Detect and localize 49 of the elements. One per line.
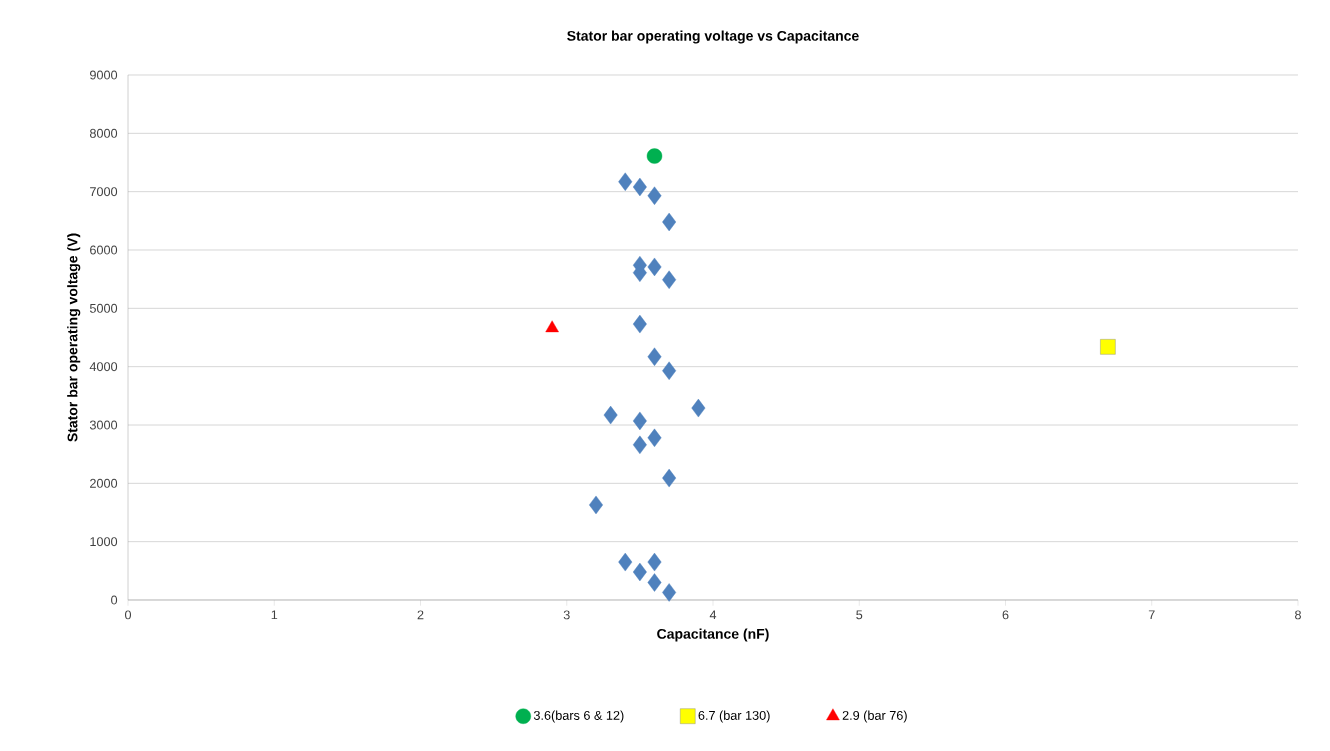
x-tick-label: 5 <box>856 610 863 620</box>
point <box>589 495 603 515</box>
x-tick-label: 2 <box>417 610 424 620</box>
point <box>647 347 662 366</box>
y-tick-label: 1000 <box>90 537 118 547</box>
point <box>632 411 647 431</box>
point <box>662 361 677 380</box>
legend-label: 6.7 (bar 130) <box>698 710 770 723</box>
point <box>618 172 633 191</box>
point <box>1100 339 1116 355</box>
point <box>662 583 677 602</box>
y-tick-label: 6000 <box>90 245 118 255</box>
point <box>603 405 618 425</box>
y-tick-label: 7000 <box>90 187 118 197</box>
y-tick-label: 8000 <box>89 128 118 138</box>
x-tick-label: 6 <box>1002 610 1009 620</box>
x-axis-title: Capacitance (nF) <box>657 628 769 642</box>
point <box>647 428 662 448</box>
y-axis-title: Stator bar operating voltage (V) <box>67 233 81 442</box>
point <box>662 468 677 488</box>
y-tick-label: 3000 <box>89 420 118 430</box>
point <box>647 257 662 277</box>
point <box>545 320 559 333</box>
y-tick-label: 5000 <box>89 303 118 313</box>
point <box>691 398 706 418</box>
point <box>662 212 677 232</box>
point <box>632 177 647 197</box>
y-tick-label: 2000 <box>90 478 118 488</box>
y-tick-label: 4000 <box>89 362 118 372</box>
point <box>632 562 647 582</box>
point <box>647 552 662 572</box>
chart-title: Stator bar operating voltage vs Capacitance <box>567 30 859 44</box>
x-tick-label: 4 <box>709 610 717 620</box>
legend-label: 3.6(bars 6 & 12) <box>533 710 624 723</box>
point <box>647 573 662 592</box>
y-tick-label: 9000 <box>90 70 118 80</box>
x-tick-label: 7 <box>1148 610 1155 620</box>
point <box>618 552 633 572</box>
x-tick-label: 0 <box>124 610 132 620</box>
point <box>647 186 662 205</box>
y-tick-label: 0 <box>111 595 118 605</box>
point <box>662 270 677 289</box>
point <box>632 435 647 455</box>
x-tick-label: 3 <box>563 610 570 620</box>
legend-label: 2.9 (bar 76) <box>842 710 907 723</box>
point <box>646 148 663 164</box>
x-tick-label: 1 <box>271 610 278 620</box>
x-tick-label: 8 <box>1295 610 1301 620</box>
point <box>632 314 647 334</box>
